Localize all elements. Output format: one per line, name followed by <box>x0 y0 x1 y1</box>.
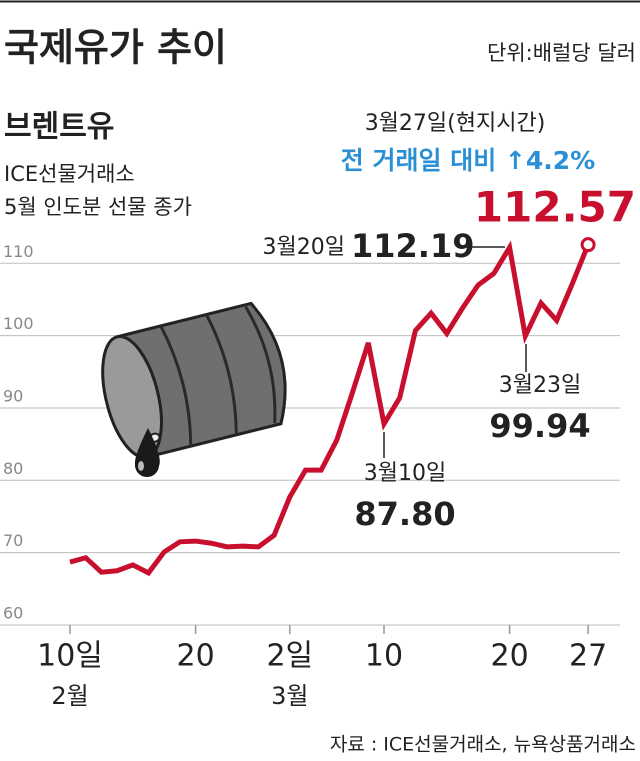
x-group-label: 2월 <box>51 682 88 710</box>
end-point <box>580 237 596 253</box>
y-tick-label: 70 <box>3 531 23 550</box>
series-name: 브렌트유 <box>4 110 114 145</box>
x-tick-label: 2일 <box>266 639 313 674</box>
change-label: 전 거래일 대비 ↑4.2% <box>341 146 595 175</box>
date-label: 3월27일(현지시간) <box>365 111 546 136</box>
x-tick-label: 10일 <box>37 639 103 674</box>
barrel-illustration <box>101 301 287 459</box>
x-tick-label: 10 <box>365 639 403 674</box>
x-tick-label: 20 <box>177 639 215 674</box>
value-label: 112.57 <box>474 183 636 232</box>
note: ICE선물거래소 <box>4 162 135 186</box>
date-label: 3월10일 <box>364 461 446 486</box>
y-tick-label: 100 <box>3 314 34 333</box>
plot: 60 70 80 90 100 110 10일 20 2일 10 20 27 2월 3월 3월10일 87.8… <box>0 111 636 710</box>
note: 5월 인도분 선물 종가 <box>4 195 192 219</box>
date-label: 3월20일 <box>263 235 345 260</box>
value-label: 99.94 <box>489 407 590 445</box>
y-tick-label: 110 <box>3 242 34 261</box>
value-label: 112.19 <box>351 227 474 265</box>
value-label: 87.80 <box>354 495 455 533</box>
data-line <box>69 240 591 577</box>
y-tick-label: 90 <box>3 386 23 405</box>
x-group-label: 3월 <box>271 682 308 710</box>
source: 자료 : ICE선물거래소, 뉴욕상품거래소 <box>330 734 636 756</box>
chart-title: 국제유가 추이 <box>4 26 227 70</box>
oil-drop-shine <box>138 461 144 471</box>
x-tick-label: 20 <box>491 639 529 674</box>
y-tick-label: 60 <box>3 604 23 623</box>
y-tick-label: 80 <box>3 459 23 478</box>
x-tick-label: 27 <box>569 639 607 674</box>
unit: 단위:배럴당 달러 <box>487 41 636 65</box>
date-label: 3월23일 <box>499 373 581 398</box>
barrel-hoop <box>159 306 277 447</box>
